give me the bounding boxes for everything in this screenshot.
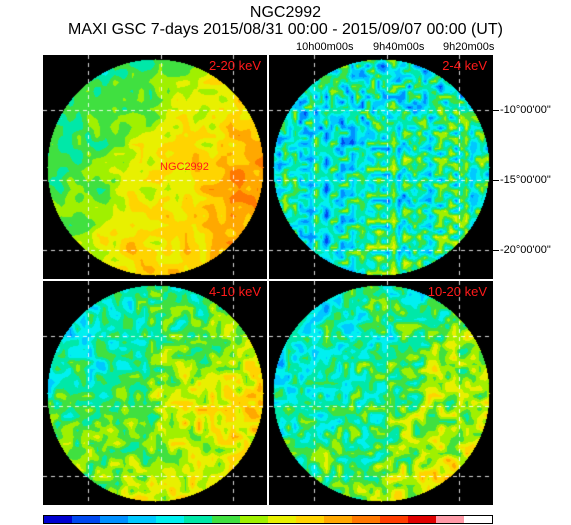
dec-tick-label-1: -10°00'00" (500, 104, 551, 116)
map-canvas-2-20kev (43, 55, 267, 279)
colorbar-swatch-5 (156, 516, 184, 523)
ra-tick-label-2: 9h40m00s (373, 41, 425, 53)
map-panel-2-20kev: 2-20 keV NGC2992 (43, 55, 267, 279)
dec-tick-1 (493, 110, 499, 111)
band-label-2-4kev: 2-4 keV (442, 58, 487, 73)
colorbar-swatch-10 (296, 516, 324, 523)
ra-tick-label-3: 9h20m00s (443, 41, 495, 53)
colorbar-swatch-14 (408, 516, 436, 523)
chart-subtitle: MAXI GSC 7-days 2015/08/31 00:00 - 2015/… (68, 21, 503, 38)
colorbar-swatch-15 (436, 516, 464, 523)
dec-tick-3 (493, 250, 499, 251)
map-panel-4-10kev: 4-10 keV (43, 281, 267, 505)
colorbar-swatch-2 (72, 516, 100, 523)
map-panel-2-4kev: 2-4 keV (269, 55, 493, 279)
ra-tick-label-1: 10h00m00s (296, 41, 354, 53)
colorbar-swatch-13 (380, 516, 408, 523)
band-label-10-20kev: 10-20 keV (427, 284, 487, 299)
dec-tick-2 (493, 180, 499, 181)
map-canvas-10-20kev (269, 281, 493, 505)
band-label-4-10kev: 4-10 keV (208, 284, 261, 299)
map-panel-10-20kev: 10-20 keV (269, 281, 493, 505)
colorbar-swatch-3 (100, 516, 128, 523)
colorbar-swatch-8 (240, 516, 268, 523)
colorbar-swatch-9 (268, 516, 296, 523)
chart-title: NGC2992 (249, 4, 322, 21)
band-label-2-20kev: 2-20 keV (208, 58, 261, 73)
colorbar (43, 515, 493, 524)
colorbar-swatch-4 (128, 516, 156, 523)
colorbar-swatch-11 (324, 516, 352, 523)
source-label: NGC2992 (160, 161, 209, 173)
colorbar-swatch-7 (212, 516, 240, 523)
dec-tick-label-2: -15°00'00" (500, 174, 551, 186)
colorbar-swatch-16 (464, 516, 492, 523)
colorbar-swatch-12 (352, 516, 380, 523)
map-canvas-2-4kev (269, 55, 493, 279)
colorbar-swatch-6 (184, 516, 212, 523)
colorbar-swatch-1 (44, 516, 72, 523)
map-canvas-4-10kev (43, 281, 267, 505)
dec-tick-label-3: -20°00'00" (500, 244, 551, 256)
